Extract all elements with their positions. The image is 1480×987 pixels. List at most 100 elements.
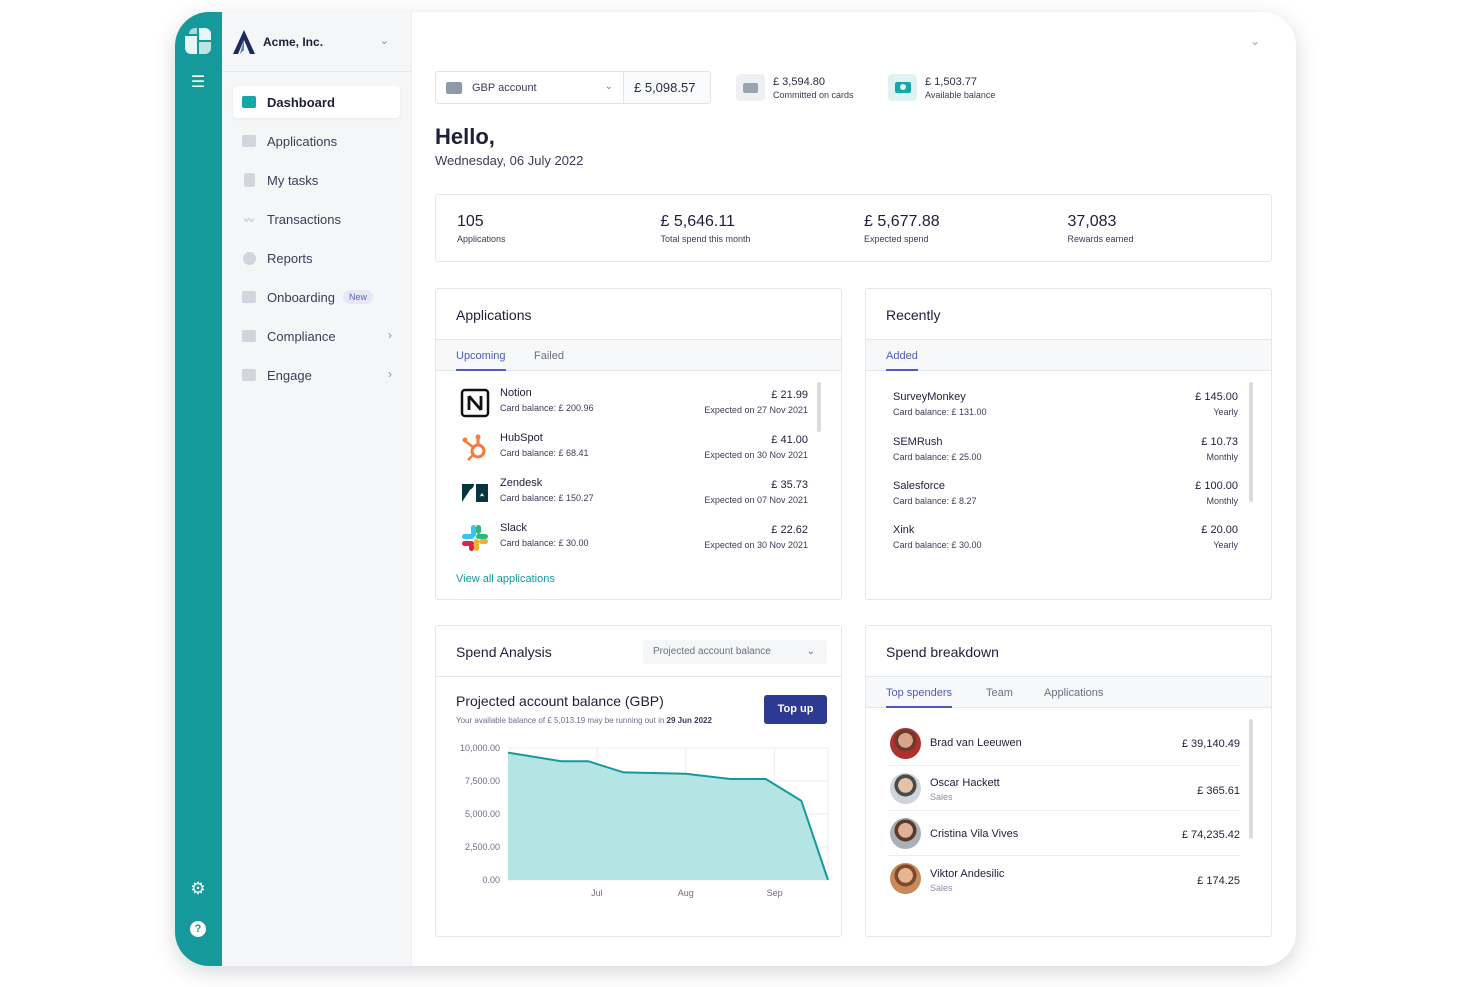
help-icon[interactable]: ? — [190, 921, 206, 937]
stat-total-spend: £ 5,646.11 Total spend this month — [661, 213, 865, 244]
notion-logo-icon — [459, 387, 491, 419]
spender-amount: £ 74,235.42 — [1181, 829, 1240, 841]
table-row[interactable]: Viktor Andesilic Sales £ 174.25 — [888, 857, 1240, 901]
app-name: Slack — [500, 522, 527, 534]
available-label: Available balance — [925, 89, 996, 100]
brand-logo-icon[interactable] — [185, 28, 211, 54]
x-tick-label: Sep — [767, 888, 783, 898]
y-tick-label: 10,000.00 — [460, 743, 500, 753]
y-tick-label: 2,500.00 — [465, 842, 500, 852]
spender-amount: £ 174.25 — [1197, 875, 1240, 887]
sidebar-item-onboarding[interactable]: Onboarding New — [233, 281, 400, 313]
sidebar-item-transactions[interactable]: 〰 Transactions — [233, 203, 400, 235]
y-tick-label: 0.00 — [482, 875, 500, 885]
tab-added[interactable]: Added — [886, 350, 918, 371]
tab-top-spenders[interactable]: Top spenders — [886, 687, 953, 708]
app-amount: £ 22.62 — [771, 524, 808, 536]
list-item[interactable]: HubSpot Card balance: £ 68.41 £ 41.00 Ex… — [456, 428, 812, 468]
subscription-name: Xink — [893, 524, 915, 536]
table-row[interactable]: Cristina Vila Vives £ 74,235.42 — [888, 812, 1240, 856]
applications-tabs: Upcoming Failed — [436, 339, 841, 371]
table-row[interactable]: Oscar Hackett Sales £ 365.61 — [888, 767, 1240, 811]
table-row[interactable]: Brad van Leeuwen £ 39,140.49 — [888, 722, 1240, 766]
subscription-card-balance: Card balance: £ 131.00 — [893, 407, 987, 417]
top-up-button[interactable]: Top up — [764, 695, 827, 724]
cash-icon — [888, 74, 917, 101]
chevron-down-icon[interactable]: ⌄ — [1249, 34, 1260, 48]
sidebar-item-label: My tasks — [267, 172, 319, 188]
tab-failed[interactable]: Failed — [534, 350, 564, 362]
tab-team[interactable]: Team — [986, 687, 1013, 699]
list-item[interactable]: Slack Card balance: £ 30.00 £ 22.62 Expe… — [456, 518, 812, 558]
account-selector: GBP account ⌄ £ 5,098.57 — [435, 71, 711, 104]
subscription-name: Salesforce — [893, 480, 945, 492]
subscription-card-balance: Card balance: £ 8.27 — [893, 496, 977, 506]
available-summary: £ 1,503.77 Available balance — [888, 74, 995, 101]
available-value: £ 1,503.77 — [925, 75, 977, 88]
list-item[interactable]: Salesforce Card balance: £ 8.27 £ 100.00… — [893, 480, 1238, 516]
y-tick-label: 7,500.00 — [465, 776, 500, 786]
list-item[interactable]: Notion Card balance: £ 200.96 £ 21.99 Ex… — [456, 383, 812, 423]
sidebar-item-reports[interactable]: Reports — [233, 242, 400, 274]
spender-name: Oscar Hackett — [930, 777, 1000, 789]
spend-analysis-card: Spend Analysis Projected account balance… — [435, 625, 842, 937]
subscription-period: Yearly — [1213, 407, 1238, 417]
view-all-applications-link[interactable]: View all applications — [456, 573, 555, 585]
stat-label: Applications — [457, 233, 506, 244]
list-item[interactable]: Xink Card balance: £ 30.00 £ 20.00 Yearl… — [893, 524, 1238, 560]
chevron-right-icon: › — [388, 328, 392, 342]
app-expected-date: Expected on 07 Nov 2021 — [704, 495, 808, 505]
account-dropdown[interactable]: GBP account ⌄ — [436, 72, 624, 103]
sidebar-item-applications[interactable]: Applications — [233, 125, 400, 157]
sidebar-item-compliance[interactable]: Compliance › — [233, 320, 400, 352]
sidebar-nav: Dashboard Applications My tasks 〰 Transa… — [222, 72, 411, 391]
sidebar-item-engage[interactable]: Engage › — [233, 359, 400, 391]
slack-logo-icon — [459, 522, 491, 554]
list-item[interactable]: SEMRush Card balance: £ 25.00 £ 10.73 Mo… — [893, 436, 1238, 472]
sidebar-item-dashboard[interactable]: Dashboard — [233, 86, 400, 118]
card-title: Recently — [886, 307, 941, 323]
list-item[interactable]: Zendesk Card balance: £ 150.27 £ 35.73 E… — [456, 473, 812, 513]
stat-label: Total spend this month — [660, 233, 751, 244]
scrollbar[interactable] — [1249, 719, 1253, 839]
app-name: Notion — [500, 387, 532, 399]
stat-label: Expected spend — [864, 233, 929, 244]
org-switcher[interactable]: Acme, Inc. ⌄ — [222, 12, 411, 72]
committed-value: £ 3,594.80 — [773, 75, 825, 88]
scrollbar[interactable] — [1249, 382, 1253, 502]
menu-list-icon[interactable]: ☰ — [190, 74, 206, 91]
sidebar-item-label: Onboarding — [267, 289, 335, 305]
subscription-amount: £ 145.00 — [1195, 391, 1238, 403]
clipboard-icon — [241, 173, 257, 187]
spender-name: Viktor Andesilic — [930, 868, 1005, 880]
committed-label: Committed on cards — [773, 89, 854, 100]
folder-icon — [241, 134, 257, 148]
series-area — [508, 752, 828, 880]
search-icon — [241, 368, 257, 382]
recently-card: Recently Added SurveyMonkey Card balance… — [865, 288, 1272, 600]
stat-value: £ 5,677.88 — [864, 212, 940, 230]
page-title: Hello, — [435, 124, 495, 149]
settings-gear-icon[interactable]: ⚙ — [190, 879, 206, 898]
tab-applications[interactable]: Applications — [1044, 687, 1104, 699]
sidebar-item-label: Transactions — [267, 211, 341, 227]
avatar — [890, 773, 921, 804]
series-line — [507, 751, 829, 881]
y-tick-label: 5,000.00 — [465, 809, 500, 819]
spend-breakdown-tabs: Top spenders Team Applications — [866, 676, 1271, 708]
scrollbar[interactable] — [817, 382, 821, 432]
subscription-amount: £ 10.73 — [1201, 436, 1238, 448]
account-name: GBP account — [472, 81, 537, 94]
dropdown-value: Projected account balance — [653, 646, 771, 657]
account-balance: £ 5,098.57 — [634, 80, 696, 95]
subscription-period: Monthly — [1206, 452, 1238, 462]
card-title: Applications — [456, 307, 532, 323]
subscription-card-balance: Card balance: £ 25.00 — [893, 452, 982, 462]
tab-upcoming[interactable]: Upcoming — [456, 350, 506, 371]
org-logo-icon — [233, 29, 255, 54]
chart-type-dropdown[interactable]: Projected account balance ⌄ — [643, 640, 827, 664]
chevron-down-icon[interactable]: ⌄ — [379, 35, 389, 47]
sidebar-item-my-tasks[interactable]: My tasks — [233, 164, 400, 196]
card-title: Spend breakdown — [886, 644, 999, 660]
list-item[interactable]: SurveyMonkey Card balance: £ 131.00 £ 14… — [893, 391, 1238, 427]
